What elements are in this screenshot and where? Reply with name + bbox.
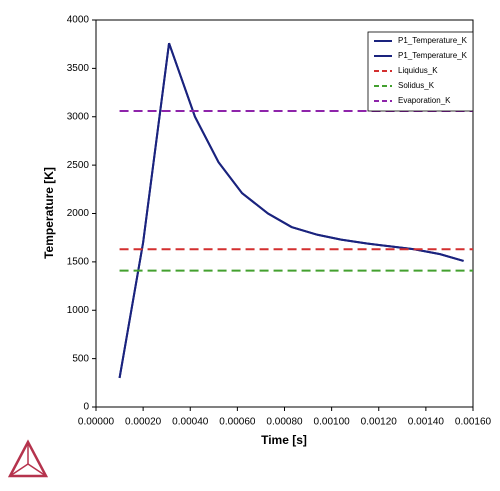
y-tick-label: 2500 <box>67 160 90 171</box>
legend-label: P1_Temperature_K <box>398 51 468 60</box>
x-tick-label: 0.00020 <box>125 417 162 428</box>
x-tick-label: 0.00040 <box>172 417 209 428</box>
legend-label: Evaporation_K <box>398 96 451 105</box>
x-tick-label: 0.00080 <box>266 417 303 428</box>
legend-label: P1_Temperature_K <box>398 36 468 45</box>
x-tick-label: 0.00060 <box>219 417 256 428</box>
y-axis-title: Temperature [K] <box>42 167 56 259</box>
x-tick-label: 0.00160 <box>455 417 492 428</box>
x-tick-label: 0.00140 <box>408 417 445 428</box>
y-tick-label: 4000 <box>67 15 90 26</box>
y-tick-label: 3500 <box>67 63 90 74</box>
x-tick-label: 0.00100 <box>314 417 351 428</box>
x-tick-label: 0.00120 <box>361 417 398 428</box>
legend-label: Solidus_K <box>398 81 435 90</box>
y-tick-label: 0 <box>83 402 89 413</box>
legend-label: Liquidus_K <box>398 66 438 75</box>
y-tick-label: 1500 <box>67 257 90 268</box>
y-tick-label: 2000 <box>67 208 90 219</box>
x-tick-label: 0.00000 <box>78 417 115 428</box>
y-tick-label: 500 <box>72 353 89 364</box>
y-tick-label: 3000 <box>67 111 90 122</box>
logo <box>7 439 49 478</box>
x-axis-title: Time [s] <box>261 433 307 447</box>
y-tick-label: 1000 <box>67 305 90 316</box>
